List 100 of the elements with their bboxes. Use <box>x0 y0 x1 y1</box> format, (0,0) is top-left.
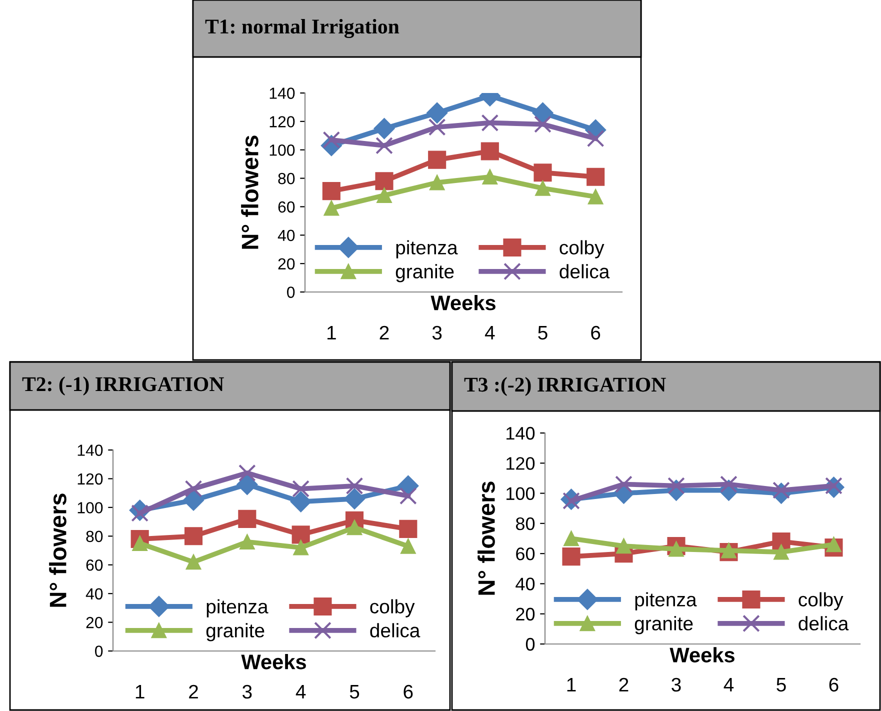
x-tick-label: 5 <box>776 678 786 692</box>
x-tick-label: 6 <box>829 678 838 692</box>
y-tick-label: 140 <box>78 444 103 456</box>
chart-title: T1: normal Irrigation <box>205 18 400 38</box>
point <box>428 118 446 136</box>
point <box>238 464 256 482</box>
point <box>400 538 416 554</box>
y-tick-label: 120 <box>78 473 103 485</box>
point <box>240 534 255 550</box>
y-axis-title: N° flowers <box>478 482 495 595</box>
x-tick-label: 6 <box>404 684 413 699</box>
point <box>184 480 202 498</box>
y-tick-label: 100 <box>270 144 295 156</box>
y-tick-label: 60 <box>86 559 103 571</box>
point <box>426 102 448 124</box>
chart-title: T3 :(-2) IRRIGATION <box>464 377 666 396</box>
legend-label: delica <box>370 623 420 638</box>
point <box>292 526 310 544</box>
point <box>376 136 393 154</box>
legend-label: granite <box>206 623 264 642</box>
point <box>290 491 312 512</box>
x-tick-label: 2 <box>189 684 198 698</box>
point <box>616 538 632 554</box>
y-tick-label: 20 <box>86 616 103 628</box>
point <box>588 189 604 204</box>
x-tick-label: 4 <box>724 678 734 692</box>
point <box>399 487 417 505</box>
y-tick-label: 100 <box>78 502 103 514</box>
point <box>615 476 632 493</box>
point <box>482 169 498 185</box>
y-tick-label: 140 <box>506 426 535 440</box>
point <box>534 116 552 133</box>
y-tick-label: 80 <box>278 172 295 184</box>
x-tick-label: 1 <box>136 685 144 698</box>
x-axis-title: Weeks <box>670 647 734 662</box>
legend-label: delica <box>798 616 849 630</box>
point <box>132 536 148 551</box>
point <box>668 541 684 557</box>
y-tick-label: 60 <box>278 201 295 213</box>
legend-label: colby <box>560 240 604 258</box>
point <box>826 536 842 552</box>
y-tick-label: 0 <box>95 646 103 657</box>
y-tick-label: 40 <box>86 588 103 600</box>
x-tick-label: 3 <box>242 684 252 699</box>
point <box>586 168 605 186</box>
point <box>236 474 258 495</box>
chart-title: T2: (-1) IRRIGATION <box>22 376 224 396</box>
point <box>292 480 310 498</box>
y-axis-title: N° flowers <box>241 136 258 249</box>
point <box>184 527 203 546</box>
point <box>324 200 340 216</box>
legend-label: granite <box>634 616 693 634</box>
x-tick-label: 6 <box>591 326 600 340</box>
point <box>238 510 256 528</box>
legend-label: pitenza <box>396 240 458 258</box>
point <box>429 174 445 190</box>
point <box>721 542 736 558</box>
y-axis-title: N° flowers <box>49 494 66 607</box>
point <box>186 554 202 570</box>
point <box>774 544 789 560</box>
point <box>481 114 499 132</box>
point <box>428 150 446 169</box>
y-tick-label: 140 <box>270 88 295 99</box>
x-tick-label: 4 <box>296 685 306 698</box>
point <box>534 164 552 182</box>
point <box>182 490 204 511</box>
y-tick-label: 80 <box>86 530 103 542</box>
point <box>480 142 499 160</box>
y-tick-label: 40 <box>516 578 535 590</box>
x-tick-label: 3 <box>672 678 681 692</box>
point <box>344 488 366 510</box>
x-tick-label: 1 <box>327 326 336 340</box>
x-tick-label: 5 <box>538 326 548 340</box>
point <box>376 188 392 203</box>
legend-label: colby <box>370 599 415 618</box>
point <box>293 540 308 556</box>
point <box>532 102 554 124</box>
y-tick-label: 120 <box>506 457 535 470</box>
x-tick-label: 1 <box>567 678 576 692</box>
x-tick-label: 2 <box>619 678 628 692</box>
x-axis-title: Weeks <box>241 654 306 670</box>
point <box>346 520 362 536</box>
legend-label: pitenza <box>206 599 268 618</box>
y-tick-label: 0 <box>287 286 295 298</box>
point <box>375 172 394 190</box>
x-tick-label: 5 <box>350 685 360 699</box>
x-tick-label: 2 <box>380 326 389 340</box>
point <box>564 530 579 546</box>
y-tick-label: 80 <box>516 517 535 530</box>
y-tick-label: 60 <box>516 548 535 560</box>
point <box>562 548 580 566</box>
y-tick-label: 20 <box>516 608 535 621</box>
x-axis-title: Weeks <box>430 294 496 310</box>
y-tick-label: 100 <box>506 487 535 500</box>
point <box>374 118 395 140</box>
legend-label: delica <box>560 264 610 278</box>
y-tick-label: 40 <box>278 230 295 242</box>
point <box>399 520 418 538</box>
y-tick-label: 120 <box>270 116 295 128</box>
point <box>535 180 550 196</box>
